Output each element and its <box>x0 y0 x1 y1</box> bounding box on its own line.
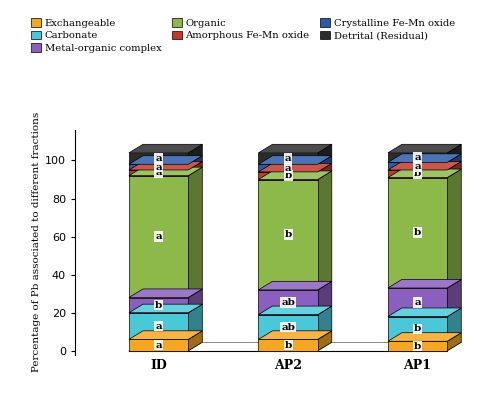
Polygon shape <box>447 308 462 341</box>
Text: a: a <box>156 163 162 172</box>
Bar <box>258 339 318 351</box>
Polygon shape <box>188 331 202 351</box>
Bar <box>129 297 188 313</box>
Polygon shape <box>129 289 202 297</box>
Text: a: a <box>156 168 162 177</box>
Bar <box>129 170 188 176</box>
Y-axis label: Percentage of Pb associated to different fractions: Percentage of Pb associated to different… <box>32 112 41 372</box>
Polygon shape <box>258 164 332 172</box>
Polygon shape <box>318 156 332 172</box>
Text: b: b <box>284 230 292 239</box>
Bar <box>129 176 188 297</box>
Polygon shape <box>188 304 202 339</box>
Polygon shape <box>388 169 462 178</box>
Polygon shape <box>129 304 202 313</box>
Polygon shape <box>447 144 462 162</box>
Text: a: a <box>414 298 421 307</box>
Polygon shape <box>188 289 202 313</box>
Bar <box>129 313 188 339</box>
Bar <box>388 153 447 162</box>
Bar <box>258 180 318 290</box>
Bar <box>388 170 447 178</box>
Text: a: a <box>285 154 292 163</box>
Text: b: b <box>155 301 162 310</box>
Polygon shape <box>318 331 332 351</box>
Bar <box>388 316 447 341</box>
Bar <box>258 315 318 339</box>
Text: a: a <box>285 164 292 173</box>
Text: a: a <box>156 322 162 331</box>
Text: b: b <box>414 324 421 333</box>
Polygon shape <box>388 333 462 341</box>
Polygon shape <box>188 167 202 297</box>
Polygon shape <box>188 144 202 164</box>
Polygon shape <box>129 144 202 153</box>
Bar <box>388 178 447 288</box>
Polygon shape <box>388 308 462 316</box>
Polygon shape <box>447 154 462 170</box>
Polygon shape <box>318 164 332 180</box>
Polygon shape <box>129 156 202 164</box>
Text: a: a <box>156 154 162 163</box>
Polygon shape <box>258 156 332 164</box>
Text: b: b <box>414 228 421 237</box>
Bar <box>129 164 188 170</box>
Polygon shape <box>258 331 332 339</box>
Polygon shape <box>447 333 462 351</box>
Bar <box>258 153 318 164</box>
Polygon shape <box>388 162 462 170</box>
Text: a: a <box>156 232 162 241</box>
Polygon shape <box>318 281 332 315</box>
Polygon shape <box>447 279 462 316</box>
Text: b: b <box>284 171 292 180</box>
Bar <box>129 339 188 351</box>
Polygon shape <box>388 144 462 153</box>
Text: a: a <box>156 340 162 349</box>
Bar <box>258 164 318 172</box>
Bar <box>129 153 188 164</box>
Polygon shape <box>129 162 202 170</box>
Text: b: b <box>284 340 292 349</box>
Text: b: b <box>414 169 421 178</box>
Bar <box>388 288 447 316</box>
Polygon shape <box>129 167 202 176</box>
Polygon shape <box>258 306 332 315</box>
Polygon shape <box>388 279 462 288</box>
Text: a: a <box>414 153 421 162</box>
Polygon shape <box>129 331 202 339</box>
Bar <box>258 290 318 315</box>
Polygon shape <box>318 144 332 164</box>
Polygon shape <box>188 162 202 176</box>
Polygon shape <box>388 154 462 162</box>
Polygon shape <box>188 156 202 170</box>
Bar <box>258 172 318 180</box>
Polygon shape <box>318 171 332 290</box>
Polygon shape <box>258 171 332 180</box>
Bar <box>388 341 447 351</box>
Polygon shape <box>447 162 462 178</box>
Text: ab: ab <box>281 323 295 331</box>
Polygon shape <box>318 306 332 339</box>
Polygon shape <box>258 281 332 290</box>
Text: a: a <box>414 162 421 171</box>
Polygon shape <box>447 169 462 288</box>
Text: ab: ab <box>281 298 295 307</box>
Legend: Exchangeable, Carbonate, Metal-organic complex, Organic, Amorphous Fe-Mn oxide, : Exchangeable, Carbonate, Metal-organic c… <box>31 18 455 53</box>
Polygon shape <box>258 144 332 153</box>
Bar <box>388 162 447 170</box>
Text: b: b <box>414 342 421 351</box>
